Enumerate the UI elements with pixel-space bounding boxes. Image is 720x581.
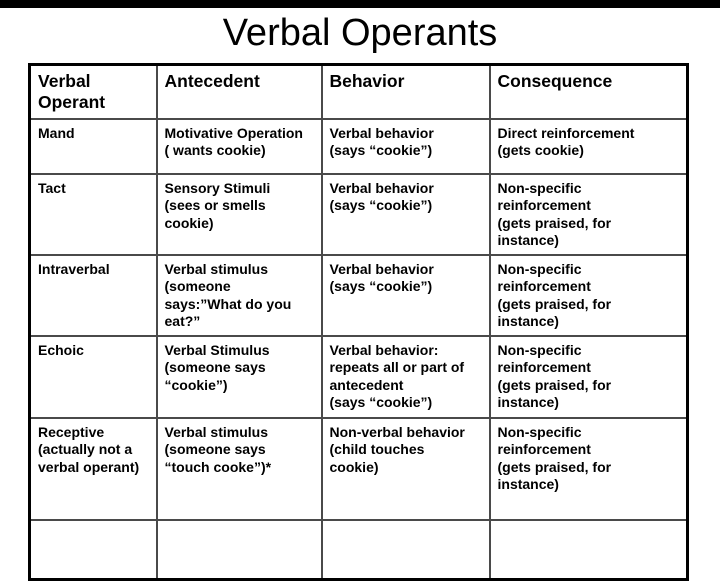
slide-title: Verbal Operants <box>222 12 498 54</box>
cell-antecedent: Verbal Stimulus (someone says “cookie”) <box>155 334 323 419</box>
table-row-mand: Mand Motivative Operation ( wants cookie… <box>28 117 689 175</box>
column-header-verbal-operant: Verbal Operant <box>28 63 158 120</box>
verbal-operants-table: Verbal Operant Antecedent Behavior Conse… <box>28 63 689 581</box>
cell-operant <box>28 518 158 581</box>
top-bar <box>0 0 720 8</box>
cell-behavior: Verbal behavior (says “cookie”) <box>320 253 491 337</box>
cell-behavior <box>320 518 491 581</box>
cell-behavior: Non-verbal behavior (child touches cooki… <box>320 416 491 521</box>
cell-consequence: Direct reinforcement (gets cookie) <box>488 117 689 175</box>
cell-operant: Echoic <box>28 334 158 419</box>
column-header-antecedent: Antecedent <box>155 63 323 120</box>
cell-consequence: Non-specific reinforcement (gets praised… <box>488 416 689 521</box>
column-header-consequence: Consequence <box>488 63 689 120</box>
cell-behavior: Verbal behavior (says “cookie”) <box>320 117 491 175</box>
cell-operant: Receptive (actually not a verbal operant… <box>28 416 158 521</box>
cell-consequence: Non-specific reinforcement (gets praised… <box>488 253 689 337</box>
table-row-receptive: Receptive (actually not a verbal operant… <box>28 416 689 521</box>
cell-consequence <box>488 518 689 581</box>
table-row-intraverbal: Intraverbal Verbal stimulus (someone say… <box>28 253 689 337</box>
column-header-behavior: Behavior <box>320 63 491 120</box>
table-row-echoic: Echoic Verbal Stimulus (someone says “co… <box>28 334 689 419</box>
cell-antecedent: Verbal stimulus (someone says:”What do y… <box>155 253 323 337</box>
table-row-empty <box>28 518 689 581</box>
cell-antecedent: Verbal stimulus (someone says “touch coo… <box>155 416 323 521</box>
cell-operant: Intraverbal <box>28 253 158 337</box>
table-row-tact: Tact Sensory Stimuli (sees or smells coo… <box>28 172 689 256</box>
cell-antecedent: Motivative Operation ( wants cookie) <box>155 117 323 175</box>
cell-operant: Tact <box>28 172 158 256</box>
table-header-row: Verbal Operant Antecedent Behavior Conse… <box>28 63 689 120</box>
cell-consequence: Non-specific reinforcement (gets praised… <box>488 172 689 256</box>
cell-behavior: Verbal behavior (says “cookie”) <box>320 172 491 256</box>
cell-antecedent: Sensory Stimuli (sees or smells cookie) <box>155 172 323 256</box>
cell-antecedent <box>155 518 323 581</box>
cell-operant: Mand <box>28 117 158 175</box>
cell-consequence: Non-specific reinforcement (gets praised… <box>488 334 689 419</box>
cell-behavior: Verbal behavior: repeats all or part of … <box>320 334 491 419</box>
